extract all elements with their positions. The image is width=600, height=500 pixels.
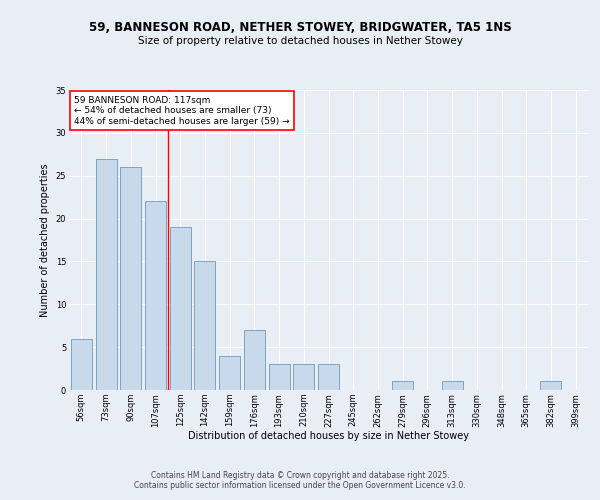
Text: Contains HM Land Registry data © Crown copyright and database right 2025.: Contains HM Land Registry data © Crown c… xyxy=(151,470,449,480)
Bar xyxy=(269,364,290,390)
Bar xyxy=(244,330,265,390)
Bar xyxy=(194,262,215,390)
Bar xyxy=(219,356,240,390)
Bar xyxy=(95,158,116,390)
Bar xyxy=(442,382,463,390)
Text: Size of property relative to detached houses in Nether Stowey: Size of property relative to detached ho… xyxy=(137,36,463,46)
Y-axis label: Number of detached properties: Number of detached properties xyxy=(40,163,50,317)
Text: 59, BANNESON ROAD, NETHER STOWEY, BRIDGWATER, TA5 1NS: 59, BANNESON ROAD, NETHER STOWEY, BRIDGW… xyxy=(89,21,511,34)
Bar xyxy=(145,202,166,390)
Bar xyxy=(541,382,562,390)
Bar xyxy=(71,338,92,390)
Bar xyxy=(318,364,339,390)
Bar xyxy=(293,364,314,390)
Bar xyxy=(170,227,191,390)
X-axis label: Distribution of detached houses by size in Nether Stowey: Distribution of detached houses by size … xyxy=(188,431,469,441)
Bar xyxy=(120,167,141,390)
Text: 59 BANNESON ROAD: 117sqm
← 54% of detached houses are smaller (73)
44% of semi-d: 59 BANNESON ROAD: 117sqm ← 54% of detach… xyxy=(74,96,290,126)
Bar xyxy=(392,382,413,390)
Text: Contains public sector information licensed under the Open Government Licence v3: Contains public sector information licen… xyxy=(134,482,466,490)
